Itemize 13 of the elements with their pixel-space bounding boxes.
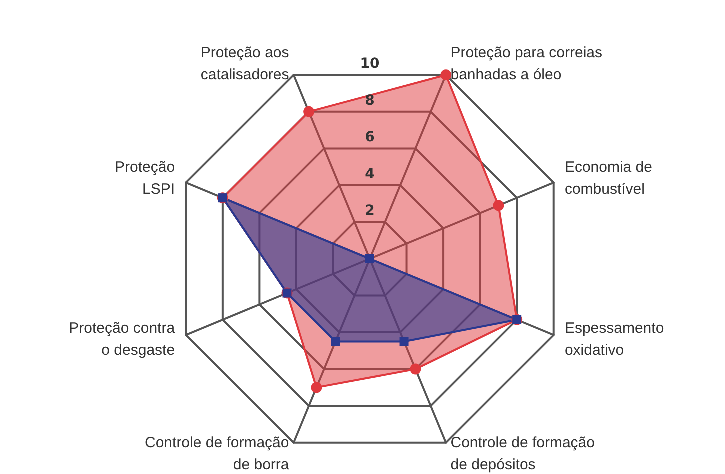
- spoke-label: Controle de formação de depósitos: [450, 434, 595, 474]
- spoke-label: Espessamento oxidativo: [564, 320, 664, 360]
- y-tick-label: 8: [365, 92, 375, 109]
- spoke-label: Proteção LSPI: [115, 158, 176, 198]
- y-tick-label: 2: [365, 203, 375, 220]
- y-tick-label: 10: [360, 56, 380, 72]
- y-tick-label: 6: [365, 130, 375, 146]
- spoke-label: Proteção aos catalisadores: [200, 44, 290, 84]
- y-tick-label: 4: [365, 166, 376, 182]
- spoke-label: Proteção para correias banhadas a óleo: [450, 44, 602, 84]
- spoke-label: Proteção contra o desgaste: [69, 320, 176, 360]
- spoke-label: Economia de combustível: [564, 158, 652, 198]
- spoke-label: Controle de formação de borra: [145, 434, 290, 474]
